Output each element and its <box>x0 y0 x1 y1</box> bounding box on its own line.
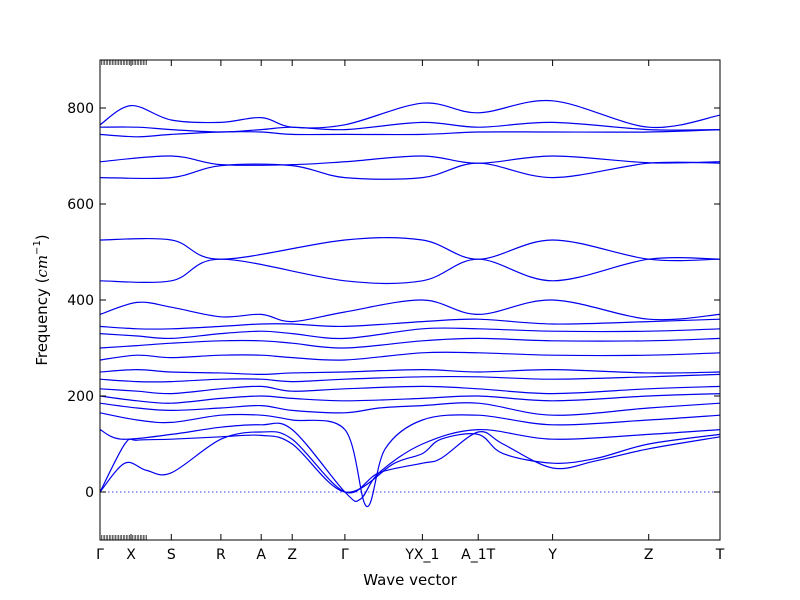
series-layer <box>100 99 720 508</box>
band-20 <box>100 121 720 133</box>
y-axis-label-exp: −1 <box>32 240 43 255</box>
x-tick-label: YX_1 <box>404 547 439 563</box>
x-tick-label: A <box>256 547 266 563</box>
band-14 <box>100 299 720 323</box>
x-tick-label: R <box>216 547 226 563</box>
y-tick-label: 0 <box>85 485 94 501</box>
y-tick-label: 400 <box>67 293 94 309</box>
x-tick-label: Z <box>644 547 654 563</box>
band-11 <box>100 337 720 349</box>
y-axis-label-text: Frequency ( <box>33 278 51 366</box>
band-7 <box>100 385 720 395</box>
x-tick-label: S <box>167 547 176 563</box>
band-17 <box>100 161 720 180</box>
band-10 <box>100 351 720 361</box>
x-tick-label: Γ <box>96 547 104 563</box>
band-3 <box>100 422 720 502</box>
band-6 <box>100 393 720 404</box>
x-tick-label: A_1T <box>461 547 495 563</box>
y-tick-label: 200 <box>67 389 94 405</box>
y-axis-label-unit: cm <box>33 255 51 278</box>
x-axis: Γ X S R A Z Γ YX_1 A_1T Y Z T <box>96 60 725 563</box>
band-12 <box>100 327 720 340</box>
y-axis: 0 200 400 600 800 <box>67 101 720 501</box>
x-tick-label: Y <box>547 547 557 563</box>
band-18 <box>100 155 720 166</box>
y-tick-label: 800 <box>67 101 94 117</box>
band-1 <box>100 433 720 493</box>
x-tick-label: X <box>126 547 136 563</box>
band-15 <box>100 257 720 285</box>
band-19 <box>100 129 720 138</box>
y-axis-label-close: ) <box>33 234 51 240</box>
band-8 <box>100 373 720 383</box>
band-21 <box>100 99 720 129</box>
band-9 <box>100 368 720 376</box>
y-axis-label: Frequency (cm−1) <box>32 234 51 365</box>
band-4 <box>100 412 720 508</box>
band-13 <box>100 318 720 330</box>
x-tick-label: Z <box>287 547 297 563</box>
x-minor-ticks <box>99 60 147 540</box>
y-tick-label: 600 <box>67 197 94 213</box>
x-tick-label: Γ <box>341 547 349 563</box>
x-tick-label: T <box>715 547 725 563</box>
band-5 <box>100 402 720 416</box>
x-axis-label: Wave vector <box>363 571 457 589</box>
band-16 <box>100 237 720 262</box>
